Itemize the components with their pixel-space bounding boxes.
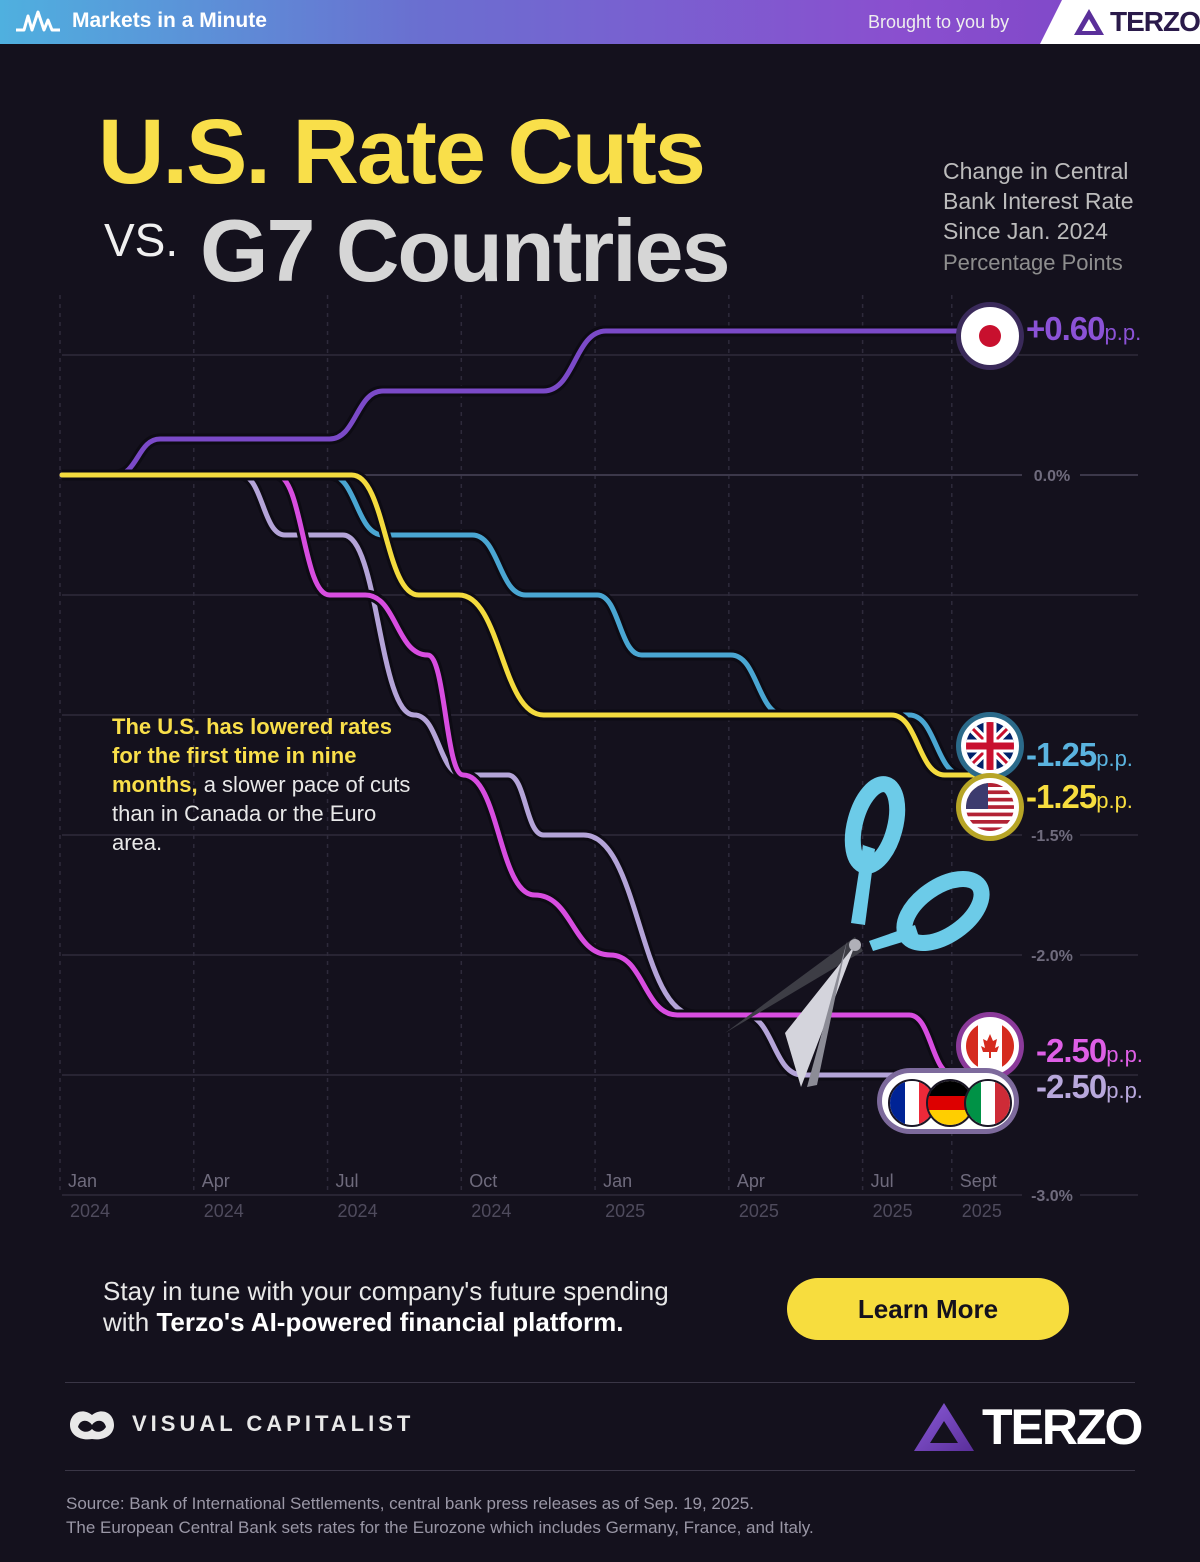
uk-unit: p.p. xyxy=(1096,746,1133,771)
visual-capitalist-logo: VISUAL CAPITALIST xyxy=(66,1405,414,1443)
chart-units: Percentage Points xyxy=(943,250,1123,275)
terzo-footer-triangle-icon xyxy=(914,1403,974,1451)
uk-value: -1.25 xyxy=(1026,736,1097,773)
series-lines xyxy=(59,325,988,1081)
x-tick-year: 2025 xyxy=(605,1201,645,1221)
eurozone-flags xyxy=(882,1073,1014,1129)
canada-unit: p.p. xyxy=(1106,1042,1143,1067)
x-tick-year: 2024 xyxy=(471,1201,511,1221)
chart-subtitle: Change in Central Bank Interest Rate Sin… xyxy=(943,158,1134,244)
x-tick-month: Sept xyxy=(960,1171,997,1191)
chart-annotation: The U.S. has lowered rates for the first… xyxy=(112,712,422,857)
scissors-illustration xyxy=(725,776,990,1087)
y-tick-label: 0.0% xyxy=(1034,468,1070,485)
footer-divider-bottom xyxy=(65,1470,1135,1471)
eurozone-value: -2.50 xyxy=(1036,1068,1107,1105)
x-tick-month: Jan xyxy=(68,1171,97,1191)
y-tick-label-bg xyxy=(1022,943,1080,967)
source-line-1: Source: Bank of International Settlement… xyxy=(66,1494,754,1513)
sponsor-tab: TERZO xyxy=(1040,0,1200,44)
cta-line-2: with Terzo's AI-powered financial platfo… xyxy=(103,1307,669,1338)
terzo-footer-name: TERZO xyxy=(982,1399,1143,1455)
top-banner: Markets in a Minute Brought to you by TE… xyxy=(0,0,1200,44)
y-tick-label: -2.0% xyxy=(1031,948,1073,965)
us-flag-icon xyxy=(961,778,1019,836)
series-line-united xyxy=(59,472,988,778)
source-line-2: The European Central Bank sets rates for… xyxy=(66,1518,814,1537)
y-tick-label: -3.0% xyxy=(1031,1188,1073,1205)
x-tick-year: 2024 xyxy=(204,1201,244,1221)
annotation-highlight: The U.S. has lowered rates for the first… xyxy=(112,714,392,797)
series-line-canada xyxy=(59,472,988,1078)
title-vs: VS. xyxy=(104,214,179,266)
visual-capitalist-name: VISUAL CAPITALIST xyxy=(132,1411,415,1436)
x-tick-month: Oct xyxy=(469,1171,497,1191)
wave-logo-icon xyxy=(16,10,60,32)
x-tick-year: 2024 xyxy=(70,1201,110,1221)
cta-line-2-bold: Terzo's AI-powered financial platform. xyxy=(156,1307,624,1337)
us-value: -1.25 xyxy=(1026,778,1097,815)
x-tick-year: 2025 xyxy=(962,1201,1002,1221)
japan-value: +0.60 xyxy=(1026,310,1105,347)
footer-divider-top xyxy=(65,1382,1135,1383)
canada-flag-icon xyxy=(961,1017,1019,1075)
source-note: Source: Bank of International Settlement… xyxy=(66,1492,814,1540)
cta-text: Stay in tune with your company's future … xyxy=(103,1276,669,1338)
x-tick-month: Apr xyxy=(202,1171,230,1191)
x-tick-year: 2025 xyxy=(873,1201,913,1221)
title-line-2: G7 Countries xyxy=(200,201,731,300)
series-line-japan xyxy=(59,328,988,478)
japan-unit: p.p. xyxy=(1104,320,1142,345)
y-tick-label-bg xyxy=(1022,823,1080,847)
cta-line-1: Stay in tune with your company's future … xyxy=(103,1276,669,1306)
annotation-rest: a slower pace of cuts than in Canada or … xyxy=(112,772,411,855)
uk-label: -1.25p.p. xyxy=(1026,736,1133,774)
us-unit: p.p. xyxy=(1096,788,1133,813)
cta-line-2-pre: with xyxy=(103,1307,150,1337)
us-label: -1.25p.p. xyxy=(1026,778,1133,816)
x-tick-year: 2025 xyxy=(739,1201,779,1221)
x-tick-year: 2024 xyxy=(338,1201,378,1221)
japan-flag-icon xyxy=(961,307,1019,365)
y-tick-label-bg xyxy=(1022,1183,1080,1207)
title-line-1: U.S. Rate Cuts xyxy=(98,101,706,203)
x-tick-month: Jul xyxy=(871,1171,894,1191)
visual-capitalist-icon xyxy=(70,1411,114,1440)
japan-label: +0.60p.p. xyxy=(1026,310,1141,348)
terzo-footer-logo: TERZO xyxy=(912,1398,1143,1456)
sponsor-name: TERZO xyxy=(1110,6,1200,37)
markets-in-a-minute-logo: Markets in a Minute xyxy=(14,8,267,34)
x-tick-month: Jan xyxy=(603,1171,632,1191)
brand-name: Markets in a Minute xyxy=(72,9,267,32)
eurozone-unit: p.p. xyxy=(1106,1078,1143,1103)
y-tick-label-bg xyxy=(1022,463,1080,487)
brought-by-text: Brought to you by xyxy=(868,12,1010,32)
canada-label: -2.50p.p. xyxy=(1036,1032,1143,1070)
terzo-triangle-icon xyxy=(1074,9,1104,35)
uk-flag-icon xyxy=(961,717,1019,775)
y-tick-label: -1.5% xyxy=(1031,828,1073,845)
x-tick-month: Apr xyxy=(737,1171,765,1191)
x-tick-month: Jul xyxy=(336,1171,359,1191)
eurozone-label: -2.50p.p. xyxy=(1036,1068,1143,1106)
italy-flag-icon xyxy=(964,1079,1012,1127)
series-outline-japan xyxy=(61,325,985,481)
series-line-united xyxy=(59,472,988,778)
learn-more-button[interactable]: Learn More xyxy=(787,1278,1069,1340)
canada-value: -2.50 xyxy=(1036,1032,1107,1069)
